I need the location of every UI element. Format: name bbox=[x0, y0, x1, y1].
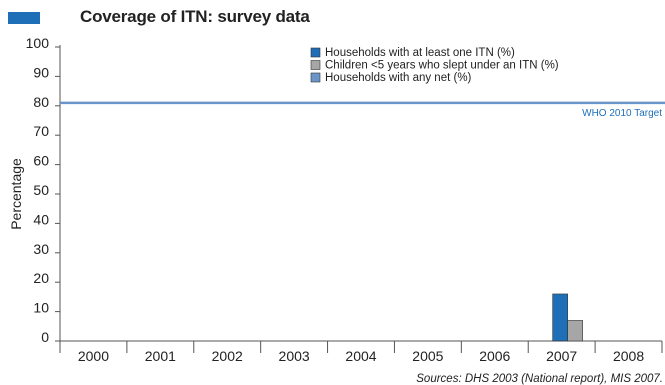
x-tick-label-2000: 2000 bbox=[78, 348, 109, 364]
x-tick-label-2007: 2007 bbox=[546, 348, 577, 364]
x-tick-label-2004: 2004 bbox=[345, 348, 376, 364]
y-tick-label-90: 90 bbox=[33, 64, 49, 80]
legend-label-2: Households with any net (%) bbox=[325, 72, 472, 84]
legend-swatch-1 bbox=[310, 60, 321, 70]
y-tick-label-60: 60 bbox=[33, 153, 49, 169]
y-tick-label-70: 70 bbox=[33, 123, 49, 139]
x-tick-label-2003: 2003 bbox=[279, 348, 310, 364]
x-tick-label-2006: 2006 bbox=[479, 348, 510, 364]
y-tick-label-100: 100 bbox=[26, 35, 50, 51]
title-accent-bar bbox=[8, 12, 40, 24]
x-tick-label-2001: 2001 bbox=[145, 348, 176, 364]
bar-0-2007 bbox=[552, 293, 568, 342]
legend-swatch-0 bbox=[310, 47, 321, 58]
legend-swatch-2 bbox=[310, 72, 321, 83]
bar-1-2007 bbox=[567, 320, 583, 342]
x-tick-label-2005: 2005 bbox=[412, 348, 443, 364]
y-tick-label-50: 50 bbox=[33, 182, 49, 198]
y-tick-label-30: 30 bbox=[33, 241, 49, 257]
chart-title: Coverage of ITN: survey data bbox=[80, 7, 310, 26]
source-note: Sources: DHS 2003 (National report), MIS… bbox=[416, 373, 663, 385]
y-axis-title: Percentage bbox=[8, 158, 24, 230]
target-label: WHO 2010 Target bbox=[582, 108, 662, 119]
y-tick-label-0: 0 bbox=[41, 329, 49, 345]
y-tick-label-20: 20 bbox=[33, 270, 49, 286]
y-tick-label-40: 40 bbox=[33, 211, 49, 227]
y-tick-label-10: 10 bbox=[33, 300, 49, 316]
x-tick-label-2008: 2008 bbox=[613, 348, 644, 364]
legend-label-1: Children <5 years who slept under an ITN… bbox=[325, 60, 559, 72]
x-tick-label-2002: 2002 bbox=[212, 348, 243, 364]
legend-label-0: Households with at least one ITN (%) bbox=[325, 47, 515, 59]
y-tick-label-80: 80 bbox=[33, 94, 49, 110]
